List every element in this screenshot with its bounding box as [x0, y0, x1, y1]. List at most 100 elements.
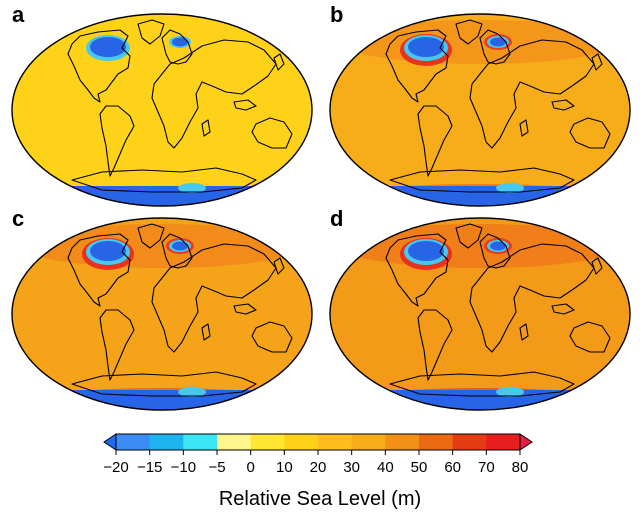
map-svg-c	[11, 217, 313, 411]
ocean-fill	[12, 218, 312, 410]
coastline-antarctica	[389, 371, 575, 397]
map-panel-b: b	[320, 2, 640, 212]
coastline-indonesia	[233, 99, 257, 111]
laurentide-ice-sheet	[90, 241, 126, 261]
coastline-greenland	[455, 223, 483, 249]
colorbar-swatch-6	[318, 434, 353, 450]
coastline-japan	[591, 257, 603, 275]
fennoscandian-ice-sheet	[172, 241, 188, 251]
coastline-africaAsia	[151, 243, 277, 353]
coastline-australia	[569, 321, 611, 353]
map-svg-a	[11, 13, 313, 207]
map-svg-b	[329, 13, 631, 207]
colorbar-swatch-3	[217, 434, 252, 450]
colorbar-high-arrow	[519, 433, 533, 451]
antarctic-ice-rim	[178, 387, 206, 397]
coastline-greenland	[455, 19, 483, 45]
panel-label-c: c	[12, 206, 25, 231]
coastline-indonesia	[233, 303, 257, 315]
coastline-australia	[251, 117, 293, 149]
fennoscandian-ice-sheet	[490, 37, 506, 47]
ocean-fill	[12, 14, 312, 206]
colorbar-swatch-0	[116, 434, 151, 450]
colorbar-swatch-9	[419, 434, 454, 450]
colorbar-tick-label: −15	[137, 459, 162, 476]
coastline-japan	[273, 257, 285, 275]
coastline-antarctica	[71, 167, 257, 193]
colorbar: −20 −15 −10 −5 0 10 20 30 40 50 60 70 80	[103, 433, 533, 476]
coastline-newZealand	[617, 351, 627, 367]
coastline-madagascar	[201, 323, 211, 341]
colorbar-swatch-10	[452, 434, 487, 450]
coastline-europe	[161, 233, 193, 269]
map-panel-d: d	[320, 206, 640, 416]
ocean-fill	[330, 218, 630, 410]
northern-rebound-band	[22, 224, 302, 268]
map-panel-a: a	[2, 2, 322, 212]
colorbar-tick-label: 30	[343, 459, 360, 476]
coastline-newZealand	[299, 147, 309, 163]
map-panel-c: c	[2, 206, 322, 416]
colorbar-swatch-8	[385, 434, 420, 450]
colorbar-swatch-2	[183, 434, 218, 450]
coastline-europe	[479, 29, 511, 65]
coastline-greenland	[137, 223, 165, 249]
colorbar-swatch-7	[351, 434, 386, 450]
colorbar-title: Relative Sea Level (m)	[218, 488, 422, 510]
fennoscandian-ice-sheet	[172, 37, 188, 47]
colorbar-tick-label: −10	[171, 459, 196, 476]
colorbar-swatch-5	[284, 434, 319, 450]
ocean-fill	[330, 14, 630, 206]
coastline-greenland	[137, 19, 165, 45]
panel-label-a: a	[12, 2, 25, 27]
colorbar-tick-label: 10	[276, 459, 293, 476]
coastline-europe	[161, 29, 193, 65]
colorbar-tick-label: 50	[411, 459, 428, 476]
coastline-africaAsia	[151, 39, 277, 149]
colorbar-tick-label: −20	[103, 459, 128, 476]
colorbar-tick-label: 40	[377, 459, 394, 476]
map-border	[329, 13, 631, 207]
antarctic-ice-rim	[178, 183, 206, 193]
coastline-northAmerica	[67, 29, 131, 103]
colorbar-tick-label: −5	[208, 459, 225, 476]
colorbar-low-arrow	[103, 433, 117, 451]
coastline-australia	[251, 321, 293, 353]
laurentide-ice-sheet	[408, 37, 444, 57]
colorbar-swatch-11	[486, 434, 521, 450]
antarctic-ice-sheet	[12, 390, 312, 410]
coastline-indonesia	[551, 303, 575, 315]
laurentide-ice-sheet	[90, 37, 126, 57]
coastline-northAmerica	[67, 233, 131, 307]
coastline-southAmerica	[417, 105, 453, 177]
antarctic-ice-rim	[496, 387, 524, 397]
map-border	[11, 217, 313, 411]
colorbar-tick-label: 80	[512, 459, 529, 476]
colorbar-tick-label: 20	[310, 459, 327, 476]
coastline-northAmerica	[385, 29, 449, 103]
coastline-newZealand	[617, 147, 627, 163]
coastline-northAmerica	[385, 233, 449, 307]
colorbar-tick-label: 60	[444, 459, 461, 476]
coastline-antarctica	[389, 167, 575, 193]
coastline-madagascar	[201, 119, 211, 137]
coastline-newZealand	[299, 351, 309, 367]
northern-rebound-band	[340, 20, 620, 64]
coastline-madagascar	[519, 323, 529, 341]
northern-rebound-band	[340, 224, 620, 268]
fennoscandian-ice-sheet	[490, 241, 506, 251]
coastline-australia	[569, 117, 611, 149]
laurentide-ice-sheet	[408, 241, 444, 261]
colorbar-swatch-4	[250, 434, 285, 450]
colorbar-tick-label: 70	[478, 459, 495, 476]
coastline-japan	[591, 53, 603, 71]
coastline-africaAsia	[469, 243, 595, 353]
map-svg-d	[329, 217, 631, 411]
antarctic-ice-sheet	[330, 390, 630, 410]
coastline-africaAsia	[469, 39, 595, 149]
panel-label-b: b	[330, 2, 344, 27]
colorbar-tick-label: 0	[246, 459, 254, 476]
coastline-southAmerica	[99, 105, 135, 177]
colorbar-swatch-1	[149, 434, 184, 450]
